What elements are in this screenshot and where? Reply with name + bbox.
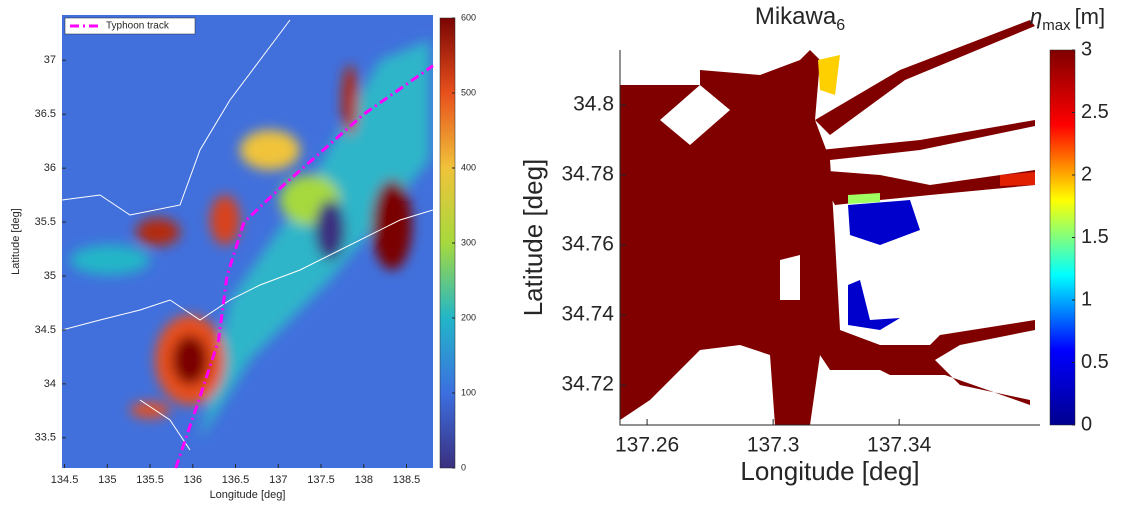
colorbar <box>1049 49 1076 426</box>
y-tick-label: 34.5 <box>35 324 56 336</box>
y-tick-label: 36 <box>44 162 56 174</box>
colorbar-tick-label: 2 <box>1081 163 1092 185</box>
legend-label: Typhoon track <box>106 21 170 32</box>
x-tick-label: 136 <box>184 474 202 486</box>
x-tick-label: 137.5 <box>307 474 335 486</box>
colorbar-tick-label: 300 <box>461 237 476 247</box>
y-tick-label: 36.5 <box>35 108 56 120</box>
colorbar-tick-label: 0 <box>1081 413 1092 435</box>
y-tick-label: 35 <box>44 270 56 282</box>
chart-title: Mikawa6 <box>755 3 845 34</box>
panel: 137.26 137.3 137.34 34.72 34.74 34.76 34.78 34.… <box>518 3 1109 486</box>
y-tick-label: 34.8 <box>573 93 614 116</box>
colorbar-symbol: η <box>1030 4 1042 29</box>
title-subscript: 6 <box>836 17 845 34</box>
colorbar-unit: [m] <box>1075 4 1106 29</box>
colorbar-tick-label: 0.5 <box>1081 351 1109 373</box>
x-tick-label: 135 <box>98 474 116 486</box>
x-tick-label: 138.5 <box>393 474 421 486</box>
x-tick-label: 137 <box>269 474 287 486</box>
x-tick-label: 136.5 <box>222 474 250 486</box>
x-tick-label: 135.5 <box>136 474 164 486</box>
title-main: Mikawa <box>755 3 837 30</box>
colorbar-tick-label: 100 <box>461 387 476 397</box>
colorbar-label: ηmax [m] <box>1030 4 1105 34</box>
colorbar-subscript: max <box>1042 17 1071 34</box>
y-tick-label: 35.5 <box>35 216 56 228</box>
colorbar-tick-label: 3 <box>1081 38 1092 60</box>
x-tick-label: 138 <box>355 474 373 486</box>
colorbar-tick-label: 0 <box>461 462 466 472</box>
y-tick-label: 34.74 <box>561 303 614 326</box>
colorbar-tick-label: 500 <box>461 87 476 97</box>
colorbar-tick-label: 600 <box>461 12 476 22</box>
x-tick-label: 137.3 <box>747 433 800 456</box>
panel: 134.5 135 135.5 136 136.5 137 137.5 138 138.5 33.… <box>10 12 476 501</box>
x-axis-label: Longitude [deg] <box>210 489 286 501</box>
x-tick-label: 137.26 <box>615 433 679 456</box>
y-tick-label: 34.76 <box>561 233 614 256</box>
y-tick-label: 33.5 <box>35 432 56 444</box>
y-axis-label: Latitude [deg] <box>518 159 548 317</box>
colorbar-tick-label: 1.5 <box>1081 226 1109 248</box>
colorbar-tick-label: 1 <box>1081 288 1092 310</box>
inundation-map <box>619 20 1040 426</box>
x-tick-label: 137.34 <box>867 433 932 456</box>
x-tick-label: 134.5 <box>51 474 79 486</box>
y-tick-label: 34 <box>44 378 56 390</box>
x-axis-label: Longitude [deg] <box>740 456 919 486</box>
colorbar-tick-label: 2.5 <box>1081 101 1109 123</box>
colorbar-tick-label: 400 <box>461 162 476 172</box>
legend-box <box>64 17 196 35</box>
y-tick-label: 37 <box>44 54 56 66</box>
y-tick-label: 34.78 <box>561 163 614 186</box>
colorbar-tick-label: 200 <box>461 312 476 322</box>
heatmap-background <box>62 15 433 468</box>
y-tick-label: 34.72 <box>561 373 614 396</box>
y-axis-label: Latitude [deg] <box>10 208 22 275</box>
